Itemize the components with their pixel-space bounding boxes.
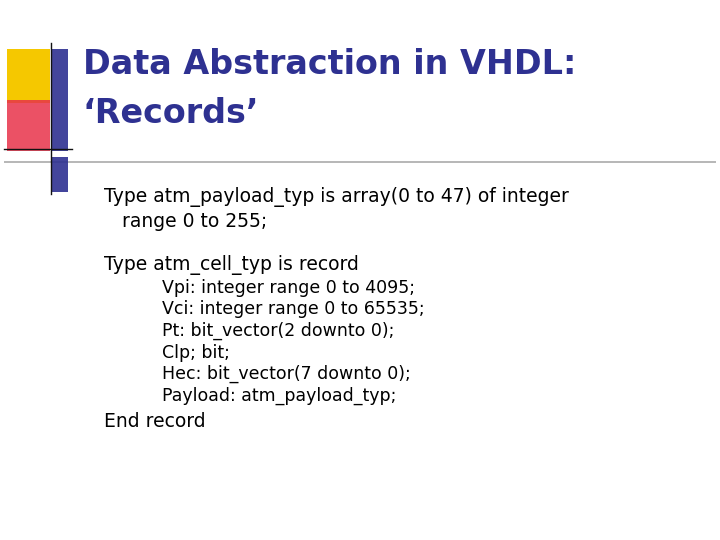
Text: Type atm_cell_typ is record: Type atm_cell_typ is record [104,254,359,275]
Text: Pt: bit_vector(2 downto 0);: Pt: bit_vector(2 downto 0); [140,322,395,340]
Text: Vci: integer range 0 to 65535;: Vci: integer range 0 to 65535; [140,300,425,319]
Text: Hec: bit_vector(7 downto 0);: Hec: bit_vector(7 downto 0); [140,365,411,383]
Text: End record: End record [104,411,206,431]
Text: Clp; bit;: Clp; bit; [140,343,230,362]
Bar [52,157,68,192]
Text: Type atm_payload_typ is array(0 to 47) of integer: Type atm_payload_typ is array(0 to 47) o… [104,187,570,207]
Text: range 0 to 255;: range 0 to 255; [104,212,268,231]
Bar [7,100,50,151]
Text: ‘Records’: ‘Records’ [83,97,259,130]
Bar [7,49,50,103]
Text: Payload: atm_payload_typ;: Payload: atm_payload_typ; [140,387,397,405]
Text: Vpi: integer range 0 to 4095;: Vpi: integer range 0 to 4095; [140,279,415,297]
Bar [52,49,68,151]
Text: Data Abstraction in VHDL:: Data Abstraction in VHDL: [83,48,576,82]
